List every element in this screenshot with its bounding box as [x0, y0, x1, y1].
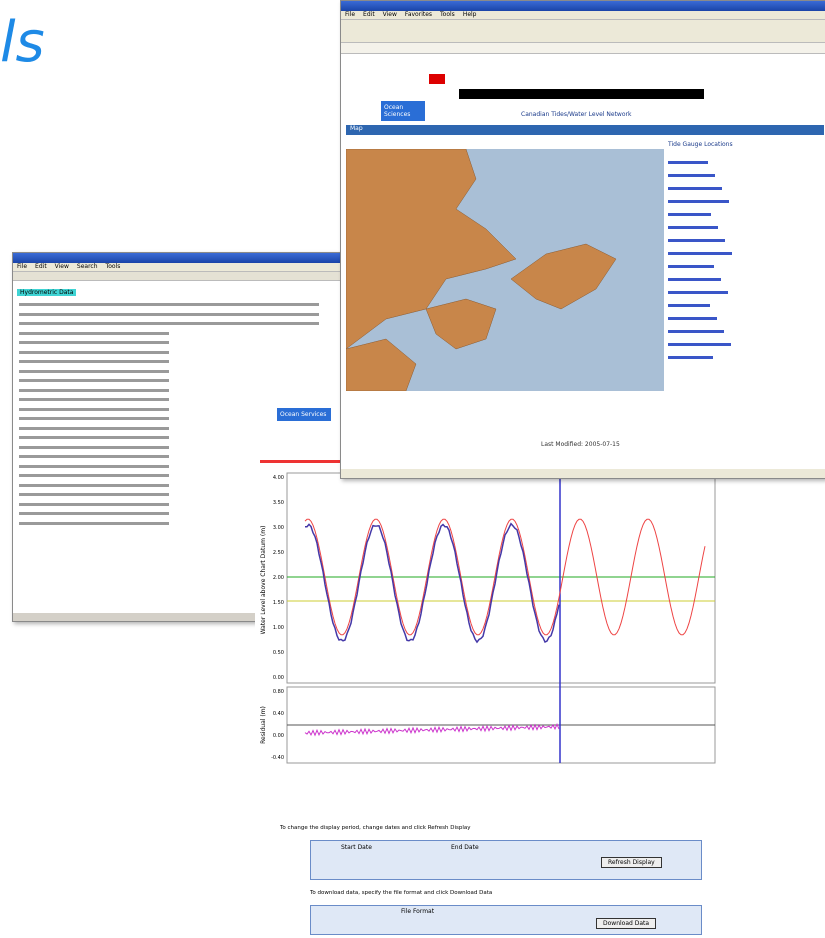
status-bar — [341, 469, 825, 478]
menu-item: Tools — [440, 11, 455, 18]
menu-item: File — [17, 263, 27, 270]
sidebar-title: Tide Gauge Locations — [668, 141, 733, 148]
y-tick-label: 3.00 — [273, 525, 284, 531]
refresh-button[interactable]: Refresh Display — [601, 857, 662, 868]
flag — [429, 74, 445, 84]
y-tick-label: 1.50 — [273, 600, 284, 606]
form-prompt: To download data, specify the file forma… — [310, 890, 492, 896]
station-link — [668, 278, 721, 281]
station-link — [668, 213, 711, 216]
text-line — [19, 360, 169, 363]
page: ls File Edit View Search Tools Hydrometric D… — [0, 0, 825, 938]
plot-frame — [287, 473, 715, 683]
menu-item: Edit — [363, 11, 375, 18]
text-line — [19, 408, 169, 411]
menu-item: Help — [463, 11, 477, 18]
menu-item: View — [383, 11, 397, 18]
field-label: File Format — [401, 908, 434, 915]
text-line — [19, 512, 169, 515]
y-tick-label: 0.00 — [273, 733, 284, 739]
y-tick-label: 4.00 — [273, 475, 284, 481]
text-line — [19, 474, 169, 477]
text-line — [19, 351, 169, 354]
station-link — [668, 356, 713, 359]
y-axis-label: Residual (m) — [260, 706, 267, 744]
menu-bar: File Edit View Search Tools — [13, 263, 351, 272]
field-label: Start Date — [341, 844, 372, 851]
text-line — [19, 455, 169, 458]
text-line — [19, 303, 319, 306]
y-tick-label: 0.50 — [273, 650, 284, 656]
y-tick-label: 0.80 — [273, 689, 284, 695]
station-link — [668, 174, 715, 177]
badge: Ocean Sciences — [381, 101, 425, 121]
browser-window: File Edit View Favorites Tools Help Ocean Sci… — [340, 0, 825, 479]
text-line — [19, 379, 169, 382]
download-button[interactable]: Download Data — [596, 918, 656, 929]
chart-page: Ocean Services Water Level above Chart D… — [255, 405, 725, 935]
text-line — [19, 427, 169, 430]
text-line — [19, 389, 169, 392]
y-tick-label: 0.40 — [273, 711, 284, 717]
text-line — [19, 484, 169, 487]
text-line — [19, 370, 169, 373]
menu-item: File — [345, 11, 355, 18]
map — [346, 149, 664, 391]
text-line — [19, 332, 169, 335]
station-link — [668, 291, 728, 294]
station-link — [668, 252, 732, 255]
title-bar — [341, 1, 825, 11]
menu-item: Favorites — [405, 11, 432, 18]
tide-chart: Water Level above Chart Datum (m) Residu… — [255, 465, 725, 805]
station-link — [668, 239, 725, 242]
heading: ls — [0, 10, 45, 75]
form-prompt: To change the display period, change dat… — [280, 825, 471, 831]
page-header: Canadian Tides/Water Level Network — [521, 111, 631, 118]
station-link — [668, 265, 714, 268]
toolbar — [13, 272, 351, 281]
menu-item: Tools — [106, 263, 121, 270]
text-line — [19, 436, 169, 439]
station-link — [668, 187, 722, 190]
text-line — [19, 503, 169, 506]
nav-strip — [459, 89, 704, 99]
station-link — [668, 343, 731, 346]
y-axis-label: Water Level above Chart Datum (m) — [260, 526, 267, 635]
field-label: End Date — [451, 844, 479, 851]
menu-bar: File Edit View Favorites Tools Help — [341, 11, 825, 20]
menu-item: View — [55, 263, 69, 270]
station-link — [668, 226, 718, 229]
y-tick-label: 3.50 — [273, 500, 284, 506]
title-bar — [13, 253, 351, 263]
tab: Hydrometric Data — [17, 289, 76, 296]
station-link — [668, 161, 708, 164]
menu-item: Edit — [35, 263, 47, 270]
station-link — [668, 330, 724, 333]
badge: Ocean Services — [277, 408, 331, 421]
y-tick-label: -0.40 — [271, 755, 284, 761]
station-link — [668, 317, 717, 320]
address-bar — [341, 43, 825, 54]
text-line — [19, 341, 169, 344]
text-line — [19, 446, 169, 449]
text-line — [19, 313, 319, 316]
text-line — [19, 465, 169, 468]
toolbar — [341, 20, 825, 43]
text-line — [19, 398, 169, 401]
map-tab: Map — [346, 125, 824, 135]
text-line — [19, 322, 319, 325]
y-tick-label: 1.00 — [273, 625, 284, 631]
station-link — [668, 304, 710, 307]
y-tick-label: 2.00 — [273, 575, 284, 581]
text-line — [19, 417, 169, 420]
station-link — [668, 200, 729, 203]
y-tick-label: 2.50 — [273, 550, 284, 556]
text-line — [19, 522, 169, 525]
last-modified: Last Modified: 2005-07-15 — [541, 441, 620, 448]
menu-item: Search — [77, 263, 98, 270]
y-tick-label: 0.00 — [273, 675, 284, 681]
text-line — [19, 493, 169, 496]
date-form: Start Date End Date Refresh Display — [310, 840, 702, 880]
download-form: File Format Download Data — [310, 905, 702, 935]
